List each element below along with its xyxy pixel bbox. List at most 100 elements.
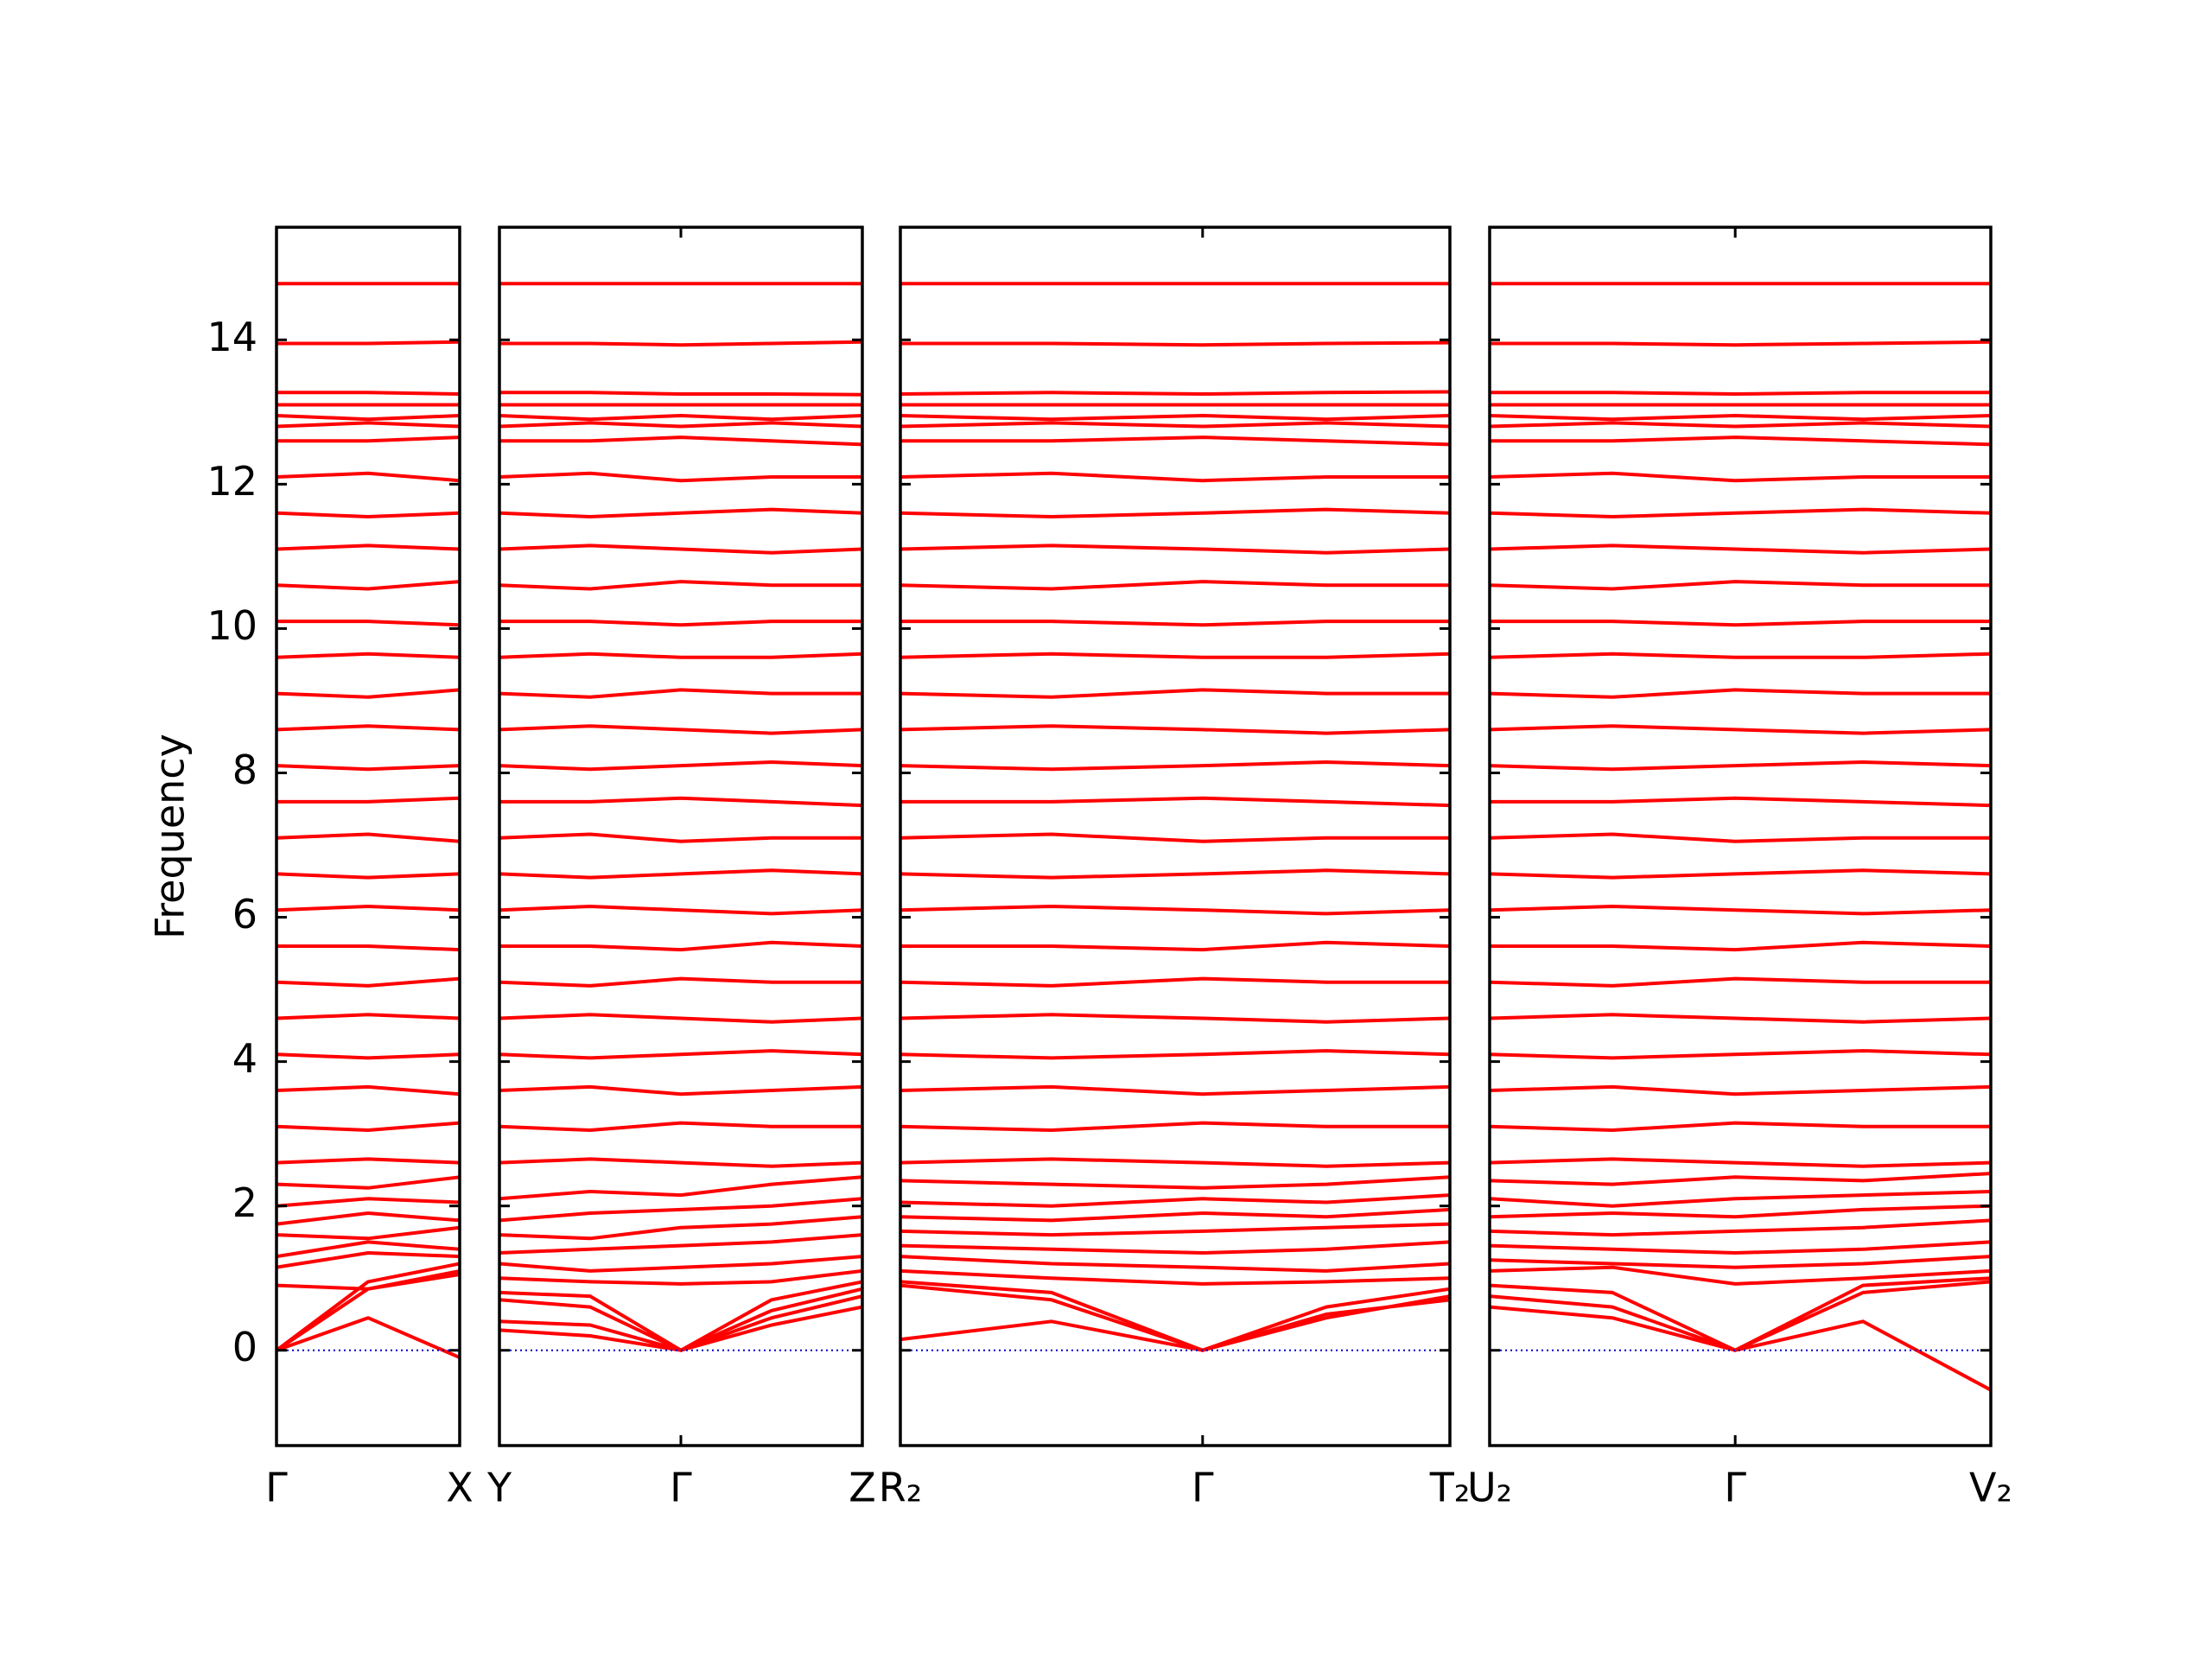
band-line [499,796,862,808]
band-line [499,760,862,772]
x-tick-label: Z [849,1465,876,1511]
band-line [1490,1049,1991,1060]
band-line [499,543,862,555]
x-tick-label: R₂ [879,1465,922,1511]
band-line [276,944,460,952]
band-line [900,796,1450,808]
band-line [900,471,1450,483]
band-line [499,724,862,735]
band-line [1490,760,1991,772]
band-line [1490,796,1991,808]
band-line [276,832,460,843]
band-line [276,1157,460,1165]
band-line [499,421,862,429]
band-line [1490,905,1991,916]
band-line [276,580,460,591]
band-line [499,1280,862,1352]
band-line [900,580,1450,591]
band-line [900,1193,1450,1208]
band-line [276,620,460,627]
band-line [900,1013,1450,1024]
band-line [1490,507,1991,518]
band-line [900,868,1450,880]
band-line [499,1175,862,1201]
band-line [900,414,1450,422]
band-line [900,940,1450,952]
band-line [276,421,460,429]
panel-frame [275,226,461,1447]
band-line [499,507,862,518]
band-line [1490,868,1991,880]
band-line [499,940,862,952]
band-line [499,1287,862,1352]
band-line [900,507,1450,518]
y-tick-label: 14 [207,314,257,360]
x-tick-label: Γ [265,1465,288,1511]
y-tick-label: 2 [232,1179,257,1226]
band-line [499,414,862,422]
band-line [276,1084,460,1096]
band-line [499,976,862,988]
band-line [1490,421,1991,429]
band-line [276,1013,460,1020]
band-line [1490,1280,1991,1352]
band-line [499,620,862,627]
band-line [900,1268,1450,1286]
band-line [1490,1084,1991,1096]
band-line [499,652,862,659]
band-line [499,905,862,916]
band-line [1490,1121,1991,1132]
y-tick-label: 12 [207,458,257,505]
band-line [499,1305,862,1352]
y-tick-label: 4 [232,1035,257,1082]
band-line [499,1255,862,1273]
band-line [276,1197,460,1208]
x-tick-label: U₂ [1467,1465,1512,1511]
band-line [900,1049,1450,1060]
band-line [900,905,1450,916]
band-line [900,724,1450,735]
band-line [276,471,460,483]
y-tick-label: 6 [232,891,257,938]
band-line [900,1084,1450,1096]
band-line [900,1157,1450,1168]
band-line [1490,1276,1991,1352]
band-line [1490,1013,1991,1024]
y-axis-label: Frequency [147,734,194,939]
band-line [276,1052,460,1060]
band-line [900,760,1450,772]
panel-frame [1488,226,1993,1447]
band-line [499,1268,862,1286]
band-line [276,1262,460,1352]
band-line [1490,1240,1991,1255]
band-line [1490,1255,1991,1269]
band-line [1490,976,1991,988]
band-line [1490,652,1991,659]
band-line [1490,471,1991,483]
band-line [1490,340,1991,347]
band-line [1490,724,1991,735]
panel-frame [498,226,864,1447]
x-tick-label: V₂ [1969,1465,2012,1511]
x-tick-label: Γ [1724,1465,1746,1511]
band-line [276,796,460,804]
band-line [276,1211,460,1226]
band-line [499,580,862,591]
band-line [276,340,460,346]
band-line [1490,414,1991,422]
band-line [276,1268,460,1291]
band-line [276,414,460,422]
band-line [276,724,460,732]
x-tick-label: X [446,1465,474,1511]
band-line [1490,580,1991,591]
band-line [499,471,862,483]
y-tick-label: 10 [207,602,257,649]
band-line [1490,832,1991,843]
band-line [499,688,862,699]
band-line [499,1233,862,1255]
band-line [499,1215,862,1241]
band-line [499,1121,862,1132]
band-line [276,652,460,659]
band-line [499,832,862,843]
